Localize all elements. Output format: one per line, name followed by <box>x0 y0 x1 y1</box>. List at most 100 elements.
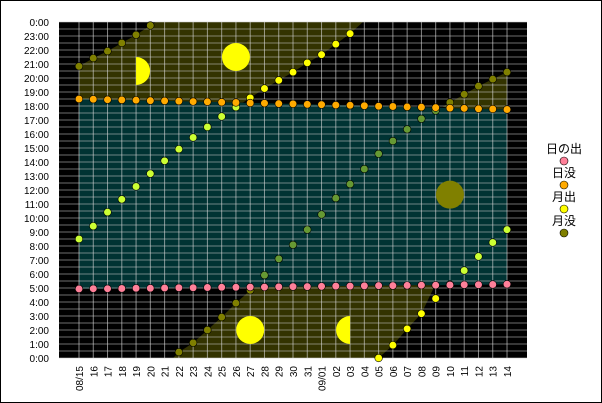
moonset-point <box>231 299 241 308</box>
y-tick-label: 11:00 <box>25 200 50 211</box>
sunrise-point <box>74 284 84 294</box>
moonset-point <box>89 54 98 63</box>
sunset-point <box>403 102 412 112</box>
sunset-point <box>317 100 326 109</box>
moonset-point <box>131 30 141 39</box>
x-tick-label: 22 <box>175 366 186 378</box>
moonrise-point <box>174 145 183 154</box>
sunrise-point <box>203 283 212 292</box>
moonrise-point <box>303 58 312 67</box>
moonset-point <box>317 210 326 219</box>
x-tick-label: 28 <box>260 366 271 378</box>
sunrise-point <box>189 283 198 292</box>
y-tick-label: 10:00 <box>24 214 49 225</box>
y-axis: 0:00 1:00 2:00 3:00 4:00 5:00 6:00 7:00 8:00 9:00… <box>24 18 49 365</box>
moonrise-point <box>417 309 426 318</box>
x-tick-label: 04 <box>360 366 371 378</box>
moonset-point <box>388 136 397 146</box>
x-tick-label: 31 <box>303 366 314 378</box>
sunset-point <box>246 98 255 108</box>
moonset-point <box>502 68 512 77</box>
y-tick-label: 20:00 <box>24 74 49 85</box>
moonset-point <box>146 21 155 30</box>
moonrise-point <box>345 29 355 38</box>
legend-marker <box>559 180 569 190</box>
legend-marker <box>559 156 569 166</box>
y-tick-label: 0:00 <box>30 354 50 365</box>
y-tick-label: 6:00 <box>30 270 50 281</box>
sunset-point <box>189 97 198 106</box>
x-tick-label: 20 <box>146 366 157 378</box>
sunrise-point <box>331 282 340 291</box>
moonrise-point <box>274 76 283 85</box>
moonrise-point <box>203 122 212 132</box>
sunrise-point <box>303 282 312 291</box>
y-tick-label: 4:00 <box>30 298 50 309</box>
y-tick-label: 0:00 <box>30 18 50 29</box>
sunset-point <box>360 101 369 110</box>
moonrise-point <box>331 40 340 49</box>
x-tick-label: 09 <box>432 366 443 378</box>
sunset-point <box>345 101 355 110</box>
sunrise-point <box>246 282 255 292</box>
y-tick-label: 18:00 <box>24 102 49 113</box>
sunset-point <box>231 98 241 107</box>
sunrise-point <box>445 280 455 290</box>
sunset-point <box>260 99 269 108</box>
x-tick-label: 11 <box>460 366 471 377</box>
x-tick-label: 07 <box>403 366 414 378</box>
x-tick-label: 29 <box>275 366 286 378</box>
x-tick-label: 19 <box>132 366 143 378</box>
sunset-point <box>460 104 469 113</box>
moonset-point <box>103 47 112 56</box>
sunset-point <box>146 96 155 105</box>
x-tick-label: 09/01 <box>318 366 329 391</box>
y-tick-label: 16:00 <box>24 130 49 141</box>
sunset-point <box>388 102 397 111</box>
x-tick-label: 13 <box>489 366 500 378</box>
sunset-point <box>374 102 383 111</box>
legend-label: 日没 <box>552 165 576 180</box>
moonrise-point <box>217 112 226 121</box>
moonrise-point <box>403 324 412 333</box>
y-tick-label: 17:00 <box>24 116 49 127</box>
y-tick-label: 22:00 <box>24 46 49 57</box>
moonset-point <box>403 125 412 134</box>
moonrise-point <box>474 252 483 261</box>
x-tick-label: 02 <box>332 366 343 378</box>
moonset-point <box>274 254 283 263</box>
y-tick-label: 15:00 <box>24 144 49 155</box>
sunrise-point <box>374 281 383 290</box>
moonrise-point <box>74 234 84 244</box>
sunrise-point <box>388 281 397 290</box>
sunset-point <box>474 104 483 113</box>
y-tick-label: 13:00 <box>24 172 49 183</box>
sunrise-point <box>174 283 183 292</box>
legend-marker <box>559 228 569 238</box>
y-tick-label: 1:00 <box>30 340 50 351</box>
y-tick-label: 19:00 <box>24 88 49 99</box>
new-moon-icon <box>435 180 464 209</box>
x-tick-label: 03 <box>346 366 357 378</box>
moonset-point <box>488 75 497 84</box>
legend-label: 月没 <box>552 213 576 228</box>
moonset-point <box>345 180 355 189</box>
x-tick-label: 26 <box>232 366 243 378</box>
moonset-point <box>360 164 369 174</box>
x-tick-label: 21 <box>161 366 172 378</box>
moonset-point <box>189 338 198 347</box>
sunrise-point <box>231 283 241 292</box>
moonset-point <box>74 62 84 71</box>
full-moon-icon <box>236 316 265 344</box>
sunrise-point <box>474 280 483 289</box>
legend-marker <box>559 204 569 214</box>
moonset-point <box>174 348 183 357</box>
sunrise-point <box>260 282 269 292</box>
x-tick-label: 12 <box>474 366 485 378</box>
moonset-point <box>474 82 483 91</box>
sunrise-point <box>160 283 169 293</box>
sunset-point <box>274 99 283 108</box>
x-tick-label: 14 <box>503 366 514 378</box>
sunrise-point <box>274 282 283 291</box>
